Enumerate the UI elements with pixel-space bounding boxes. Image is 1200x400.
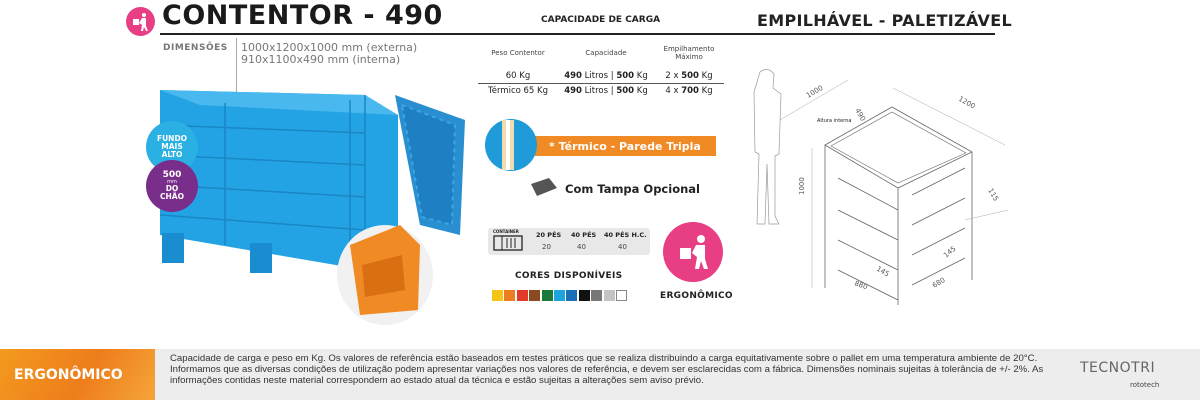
header-40ft-hc: 40 PÉS H.C. xyxy=(604,231,647,239)
badge-value: 500 xyxy=(162,170,182,180)
badge-text: ALTO xyxy=(161,150,183,159)
footer xyxy=(0,349,1200,400)
cell-empilhamento: 4 x 700 Kg xyxy=(665,86,713,96)
ergonomic-icon xyxy=(663,222,723,282)
header-icon xyxy=(126,7,155,36)
dimensions-external: 1000x1200x1000 mm (externa) xyxy=(241,41,418,54)
header-divider xyxy=(160,33,995,35)
dim-145b: 145 xyxy=(942,245,957,260)
dim-115: 115 xyxy=(986,187,1000,203)
dim-145a: 145 xyxy=(875,265,891,279)
color-swatch xyxy=(504,290,516,301)
color-swatch xyxy=(541,290,553,301)
color-swatch xyxy=(516,290,528,301)
dim-internal-label: Altura interna xyxy=(817,118,851,124)
color-swatch xyxy=(529,290,541,301)
dim-width: 1200 xyxy=(957,95,976,111)
product-image xyxy=(159,90,465,325)
badge-text: FUNDO xyxy=(156,134,188,143)
cell-peso: Térmico 65 Kg xyxy=(487,86,549,96)
dimensions-label: DIMENSÕES xyxy=(163,43,228,53)
header-capacidade: Capacidade xyxy=(585,49,627,57)
header-empilhamento: Empilhamento Máximo xyxy=(663,45,715,61)
dim-depth: 1000 xyxy=(805,84,824,100)
badge-text: MAIS xyxy=(161,142,183,151)
cell-capacidade: 490 Litros | 500 Kg xyxy=(564,86,648,96)
human-silhouette xyxy=(753,69,782,225)
lid-icon xyxy=(531,178,557,196)
dim-height: 1000 xyxy=(798,177,806,195)
color-swatch xyxy=(591,290,603,301)
thermal-banner: * Térmico - Parede Tripla xyxy=(535,136,716,156)
dimensions-divider xyxy=(236,38,237,96)
header-40ft: 40 PÉS xyxy=(571,231,597,239)
color-swatch xyxy=(554,290,565,301)
dim-internal-height: 490 xyxy=(853,107,867,123)
header-peso: Peso Contentor xyxy=(491,49,545,57)
row-divider xyxy=(478,83,724,84)
footer-label: ERGONÔMICO xyxy=(0,349,155,400)
dim-880: 880 xyxy=(853,279,868,291)
shipping-container-icon xyxy=(493,235,523,251)
container-icon-label: CONTAINER xyxy=(493,229,519,234)
ergonomic-label: ERGONÔMICO xyxy=(660,291,733,301)
person-carrying-box-icon xyxy=(133,13,148,31)
lid-label: Com Tampa Opcional xyxy=(565,182,700,196)
capacity-heading: CAPACIDADE DE CARGA xyxy=(541,15,661,25)
rototech-logo: rototech xyxy=(1130,381,1160,389)
color-swatch xyxy=(603,290,615,301)
capacity-table: Peso Contentor Capacidade Empilhamento M… xyxy=(478,42,724,98)
value-40ft: 40 xyxy=(577,243,586,251)
badge-text: CHÃO xyxy=(160,192,184,201)
tecnotri-logo: TECNOTRI xyxy=(1080,360,1156,376)
value-40ft-hc: 40 xyxy=(618,243,627,251)
colors-label: CORES DISPONÍVEIS xyxy=(515,271,623,281)
color-swatch xyxy=(492,290,503,301)
table-row: Térmico 65 Kg 490 Litros | 500 Kg 4 x 70… xyxy=(478,84,724,98)
footer-disclaimer: Capacidade de carga e peso em Kg. Os val… xyxy=(170,353,1044,386)
container-load-box: CONTAINER 20 PÉS 40 PÉS 40 PÉS H.C. 20 4… xyxy=(488,228,650,255)
cell-empilhamento: 2 x 500 Kg xyxy=(665,71,713,81)
badge-unit: mm xyxy=(167,179,177,185)
header-20ft: 20 PÉS xyxy=(536,231,562,239)
color-swatch xyxy=(566,290,578,301)
color-swatch xyxy=(616,290,627,301)
table-header: Peso Contentor Capacidade Empilhamento M… xyxy=(478,42,724,64)
thermal-wall-icon xyxy=(485,119,537,171)
value-20ft: 20 xyxy=(542,243,551,251)
technical-drawing: 1000 1200 490 Altura interna 1000 115 14… xyxy=(753,69,1009,305)
dimensions-internal: 910x1100x490 mm (interna) xyxy=(241,53,401,66)
badge-text: DO xyxy=(165,184,179,193)
dim-680: 680 xyxy=(931,276,947,290)
color-swatch xyxy=(578,290,590,301)
stack-label: EMPILHÁVEL - PALETIZÁVEL xyxy=(757,11,1012,30)
badge-altura-chao: 500 mm DO CHÃO xyxy=(146,160,198,212)
table-row: 60 Kg 490 Litros | 500 Kg 2 x 500 Kg xyxy=(478,69,724,83)
cell-capacidade: 490 Litros | 500 Kg xyxy=(564,71,648,81)
page-title: CONTENTOR - 490 xyxy=(162,0,443,31)
cell-peso: 60 Kg xyxy=(505,71,531,81)
dimensions-values: 1000x1200x1000 mm (externa) 910x1100x490… xyxy=(241,42,417,66)
